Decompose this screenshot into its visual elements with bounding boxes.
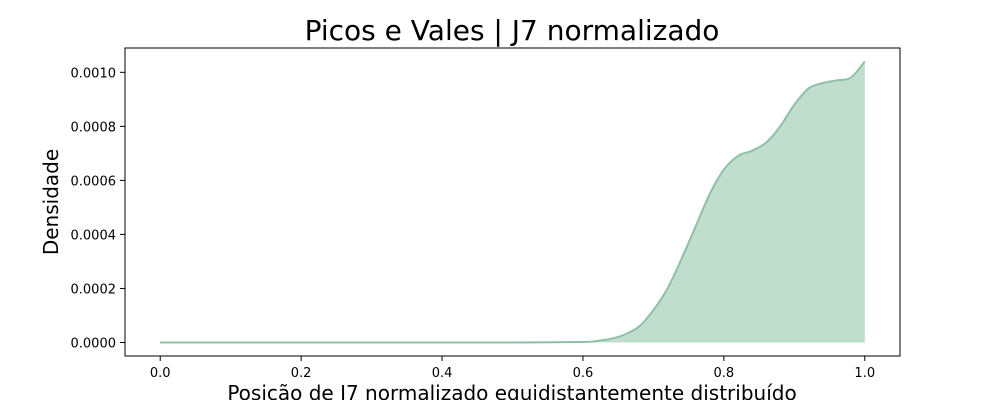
y-axis-label: Densidade xyxy=(39,149,63,255)
x-tick-label: 0.2 xyxy=(291,366,312,381)
y-axis: 0.0000 0.0002 0.0004 0.0006 0.0008 0.0010 xyxy=(71,66,125,351)
chart-title: Picos e Vales | J7 normalizado xyxy=(305,14,720,47)
x-tick-label: 0.8 xyxy=(714,366,735,381)
density-line xyxy=(160,60,866,344)
y-tick-label: 0.0008 xyxy=(71,120,117,135)
x-tick-label: 0.0 xyxy=(150,366,171,381)
x-tick-label: 1.0 xyxy=(854,366,875,381)
x-tick-label: 0.6 xyxy=(573,366,594,381)
x-axis-label: Posição de J7 normalizado equidistanteme… xyxy=(227,381,796,400)
x-axis: 0.0 0.2 0.4 0.6 0.8 1.0 xyxy=(150,356,875,381)
y-tick-label: 0.0006 xyxy=(71,174,117,189)
density-area xyxy=(160,61,865,343)
x-tick-label: 0.4 xyxy=(432,366,453,381)
y-tick-label: 0.0002 xyxy=(71,282,117,297)
axes-frame xyxy=(124,47,901,357)
plot-area xyxy=(160,60,866,344)
y-tick-label: 0.0010 xyxy=(71,66,117,81)
y-tick-label: 0.0004 xyxy=(71,228,117,243)
y-tick-label: 0.0000 xyxy=(71,336,117,351)
